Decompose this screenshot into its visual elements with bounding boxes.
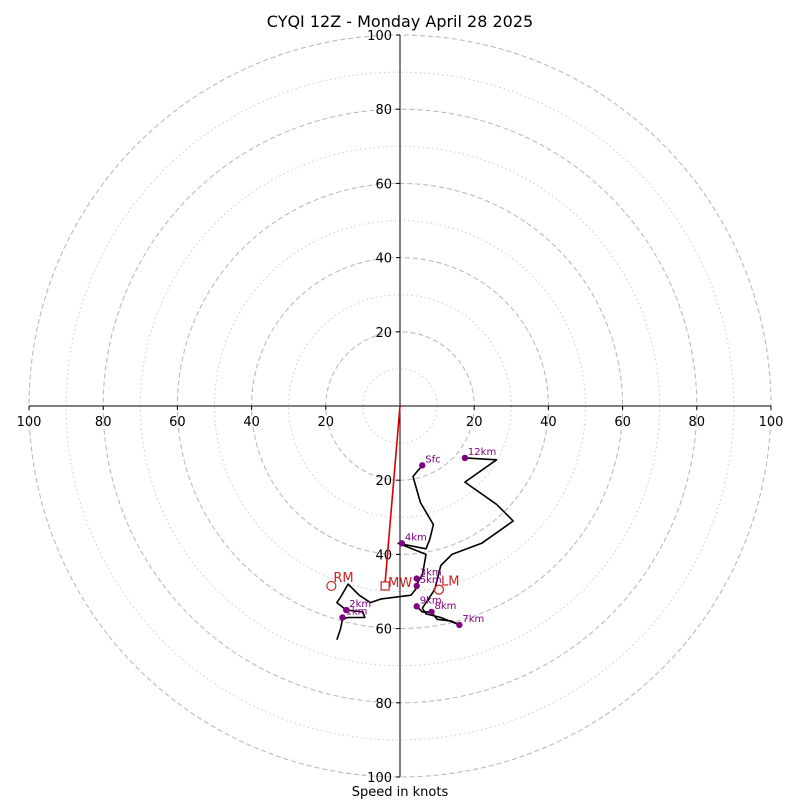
height-label-1km: 1km bbox=[345, 606, 367, 617]
lm-marker bbox=[433, 584, 445, 595]
height-label-7km: 7km bbox=[462, 614, 484, 625]
height-label-2km: 2km bbox=[349, 599, 371, 610]
height-label-8km: 8km bbox=[435, 601, 457, 612]
height-label-12km: 12km bbox=[468, 447, 496, 458]
mean-wind-vector bbox=[384, 405, 401, 583]
mw-label: MW bbox=[388, 576, 412, 591]
rm-marker bbox=[326, 580, 337, 592]
height-marker-12km bbox=[461, 454, 469, 462]
rm-label: RM bbox=[333, 571, 353, 586]
tick-label-right: 60 bbox=[614, 415, 631, 430]
tick-label-left: 40 bbox=[243, 415, 260, 430]
height-marker-sfc bbox=[419, 462, 426, 469]
height-label-5km: 5km bbox=[420, 575, 442, 586]
tick-label-left: 80 bbox=[95, 415, 112, 430]
tick-label-right: 100 bbox=[759, 415, 784, 430]
tick-label-top: 20 bbox=[375, 326, 392, 341]
tick-label-right: 40 bbox=[540, 415, 557, 430]
tick-label-bottom: 100 bbox=[367, 771, 392, 786]
mw-marker bbox=[380, 581, 390, 591]
x-axis-label: Speed in knots bbox=[352, 785, 449, 800]
tick-label-right: 80 bbox=[689, 415, 706, 430]
tick-label-bottom: 60 bbox=[375, 623, 392, 638]
hodograph-trace-upper bbox=[416, 457, 515, 626]
height-marker-9km bbox=[413, 603, 420, 610]
height-label-3km: 3km bbox=[420, 568, 442, 579]
height-label-4km: 4km bbox=[405, 532, 427, 543]
storm-motion: RM LM MW bbox=[326, 405, 459, 595]
height-marker-8km bbox=[428, 608, 435, 616]
height-marker-2km bbox=[343, 606, 350, 614]
tick-label-bottom: 20 bbox=[375, 474, 392, 489]
height-label-9km: 9km bbox=[420, 595, 442, 606]
tick-label-top: 100 bbox=[367, 29, 392, 44]
tick-label-right: 20 bbox=[466, 415, 483, 430]
wind-profile bbox=[336, 457, 515, 640]
lm-label: LM bbox=[441, 575, 459, 590]
height-marker-7km bbox=[456, 621, 463, 629]
tick-label-left: 20 bbox=[318, 415, 335, 430]
tick-label-left: 60 bbox=[169, 415, 186, 430]
tick-label-bottom: 40 bbox=[375, 548, 392, 563]
hodograph-trace-lower bbox=[336, 464, 435, 640]
height-label-sfc: Sfc bbox=[425, 454, 440, 465]
tick-label-left: 100 bbox=[17, 415, 42, 430]
tick-label-top: 40 bbox=[375, 252, 392, 267]
height-marker-3km bbox=[413, 575, 420, 582]
tick-label-top: 60 bbox=[375, 177, 392, 192]
tick-label-top: 80 bbox=[375, 103, 392, 118]
tick-label-bottom: 80 bbox=[375, 697, 392, 712]
chart-title: CYQI 12Z - Monday April 28 2025 bbox=[267, 12, 533, 31]
tick-labels: 100 80 60 40 20 20 40 60 80 100 20 40 60 80 100 20 40 60 8… bbox=[17, 29, 784, 786]
height-marker-4km bbox=[398, 540, 406, 547]
height-marker-5km bbox=[413, 582, 420, 590]
height-marker-1km bbox=[339, 614, 346, 621]
